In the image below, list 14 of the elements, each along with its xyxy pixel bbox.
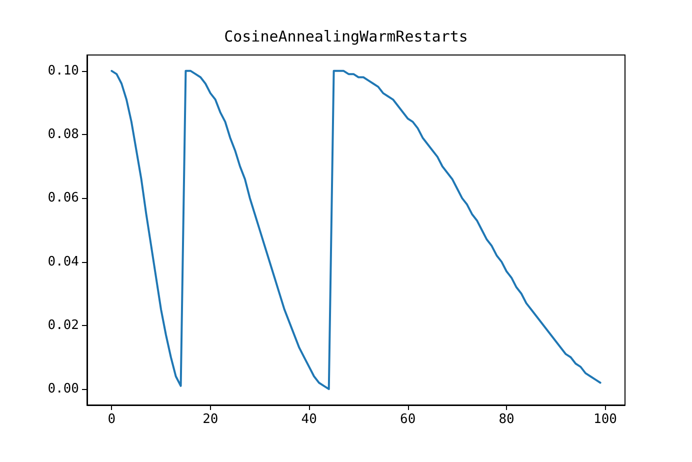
x-tick-label: 40 xyxy=(301,412,317,427)
y-tick-label: 0.04 xyxy=(48,254,80,270)
x-tick-label: 20 xyxy=(202,412,218,427)
line-series xyxy=(110,70,602,390)
x-tick-label: 80 xyxy=(498,412,514,427)
x-tick-label: 0 xyxy=(108,412,116,427)
y-tick-label: 0.02 xyxy=(48,318,79,333)
y-tick-label: 0.00 xyxy=(48,382,79,397)
y-tick-label: 0.10 xyxy=(48,63,79,78)
x-tick-label: 100 xyxy=(594,412,617,427)
x-tick-label: 60 xyxy=(400,412,416,427)
y-tick-label: 0.06 xyxy=(48,190,79,206)
y-tick-label: 0.08 xyxy=(48,127,79,142)
chart-title: CosineAnnealingWarmRestarts xyxy=(224,28,468,46)
